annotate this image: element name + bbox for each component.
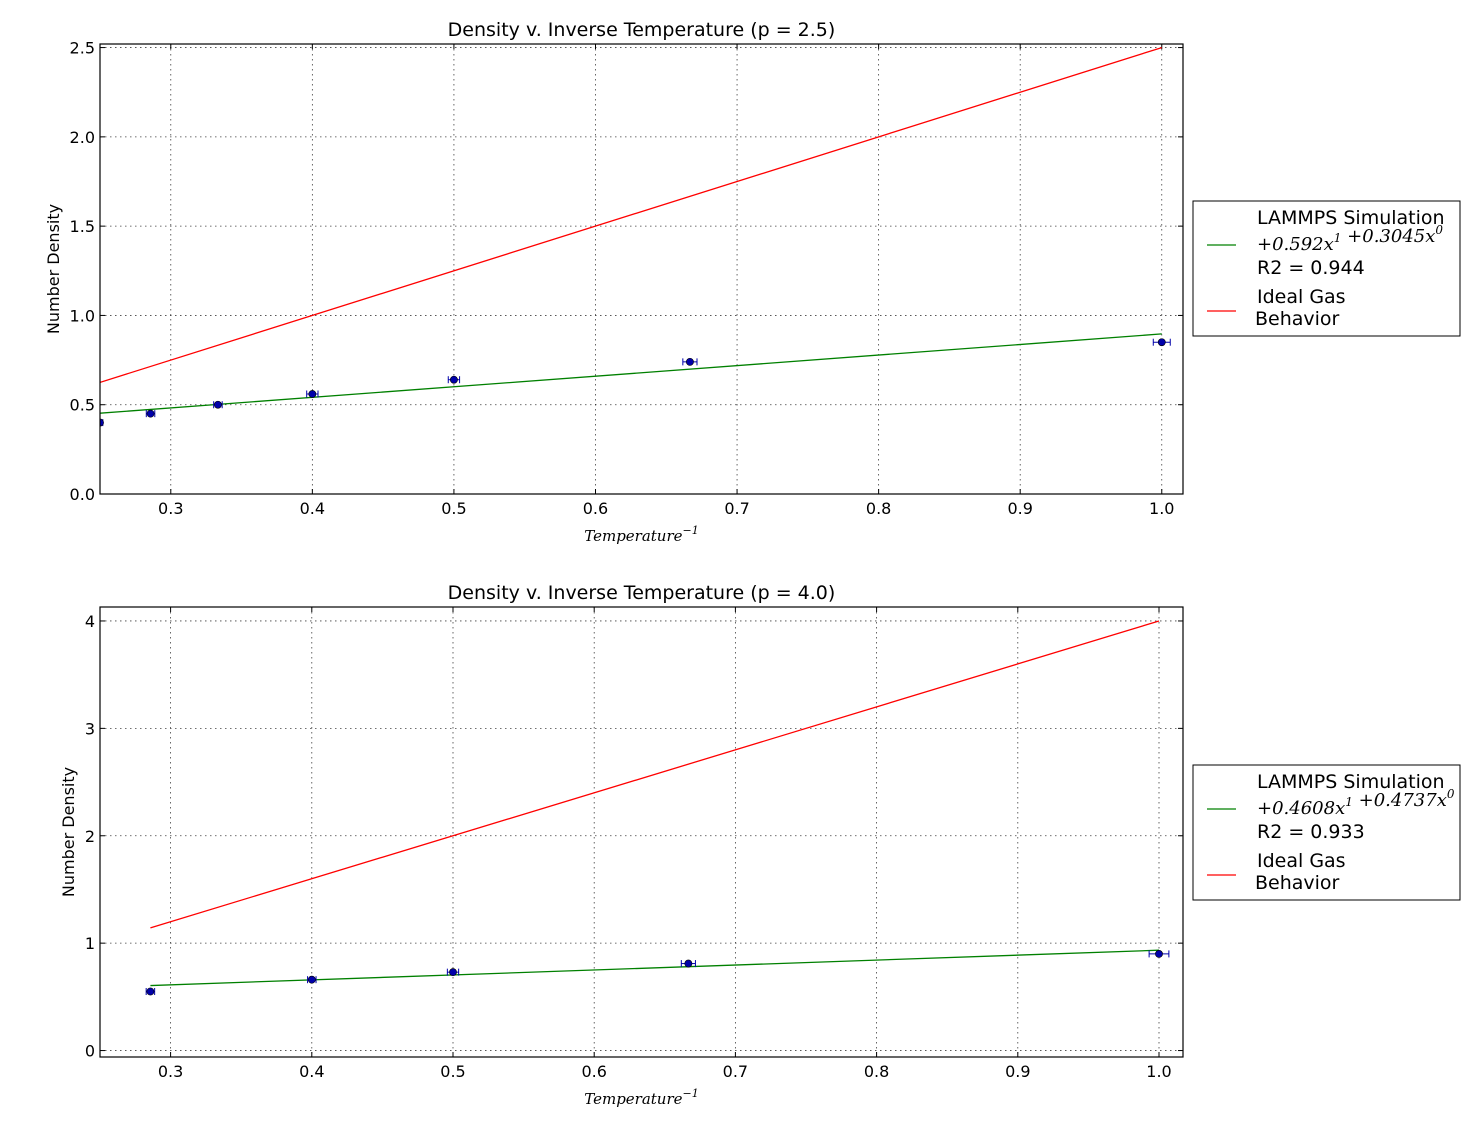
data-point <box>146 987 155 996</box>
y-tick-label: 1.0 <box>70 306 95 325</box>
legend-entry-r2: R2 = 0.944 <box>1257 257 1365 279</box>
x-tick-label: 0.8 <box>866 499 891 518</box>
x-tick-label: 0.9 <box>1007 499 1032 518</box>
data-point <box>308 390 317 398</box>
fit-line <box>100 333 1162 414</box>
x-axis-label: Temperature−1 <box>584 524 699 545</box>
data-point <box>1155 949 1163 958</box>
x-axis-label-text: Temperature <box>584 527 682 545</box>
data-point <box>214 400 222 409</box>
y-tick-label: 4 <box>85 612 95 631</box>
x-axis-label: Temperature−1 <box>584 1087 699 1108</box>
x-tick-label: 0.7 <box>723 1062 748 1081</box>
legend-box <box>1192 764 1461 901</box>
x-tick-label: 0.3 <box>158 499 183 518</box>
data-point <box>307 975 316 984</box>
axes-frame <box>99 606 1184 1058</box>
y-tick-label: 2.0 <box>70 128 95 147</box>
equation-coefficient: +0.4608 <box>1257 798 1335 819</box>
legend-entry-r2: R2 = 0.933 <box>1257 821 1365 843</box>
axes-frame <box>99 43 1184 495</box>
legend-entry-ideal-line1: Ideal Gas <box>1257 286 1346 308</box>
chart-2: Density v. Inverse Temperature (p = 4.0)… <box>59 582 1461 1108</box>
legend-entry-simulation: LAMMPS Simulation <box>1257 207 1445 229</box>
ideal-gas-line <box>150 620 1160 929</box>
plot-area <box>100 46 1171 427</box>
data-point <box>449 968 457 977</box>
x-axis-label-superscript: −1 <box>683 1087 699 1100</box>
data-point <box>1157 338 1166 347</box>
equation-exponent: 1 <box>1345 795 1353 809</box>
data-point <box>146 409 155 418</box>
equation-coefficient: +0.592 <box>1257 234 1324 255</box>
legend-box <box>1192 200 1461 337</box>
y-tick-label: 0 <box>85 1042 95 1061</box>
y-tick-label: 0.5 <box>70 396 95 415</box>
y-axis-label: Number Density <box>59 767 78 897</box>
x-tick-label: 0.5 <box>441 499 466 518</box>
equation-variable: x <box>1324 234 1334 255</box>
equation-variable: x <box>1425 226 1435 247</box>
x-tick-label: 0.6 <box>581 1062 606 1081</box>
x-tick-label: 0.3 <box>158 1062 183 1081</box>
ideal-gas-line <box>100 46 1162 384</box>
x-tick-label: 0.4 <box>299 1062 324 1081</box>
x-axis-label-superscript: −1 <box>683 524 699 537</box>
chart-title: Density v. Inverse Temperature (p = 4.0) <box>448 582 836 604</box>
y-tick-label: 1.5 <box>70 217 95 236</box>
equation-coefficient: +0.4737 <box>1359 790 1438 811</box>
legend-entry-ideal-line2: Behavior <box>1255 308 1340 330</box>
y-tick-label: 2.5 <box>70 39 95 58</box>
y-tick-label: 1 <box>85 934 95 953</box>
chart-1: Density v. Inverse Temperature (p = 2.5)… <box>44 19 1461 545</box>
x-tick-label: 0.9 <box>1005 1062 1030 1081</box>
equation-exponent: 0 <box>1447 787 1455 801</box>
data-point <box>684 959 693 968</box>
x-tick-label: 0.7 <box>724 499 749 518</box>
x-tick-label: 1.0 <box>1146 1062 1171 1081</box>
x-tick-label: 0.5 <box>440 1062 465 1081</box>
x-tick-label: 0.6 <box>583 499 608 518</box>
legend-entry-fit-equation: +0.4608x1 +0.4737x0 <box>1257 787 1455 819</box>
fit-line <box>150 949 1160 987</box>
y-tick-label: 2 <box>85 827 95 846</box>
data-point <box>686 357 694 366</box>
data-point <box>450 375 458 384</box>
legend-entry-fit-equation: +0.592x1 +0.3045x0 <box>1257 223 1443 255</box>
equation-variable: x <box>1437 790 1447 811</box>
y-axis-label: Number Density <box>44 204 63 334</box>
legend-entry-ideal-line1: Ideal Gas <box>1257 850 1346 872</box>
legend-entry-simulation: LAMMPS Simulation <box>1257 771 1445 793</box>
equation-variable: x <box>1335 798 1345 819</box>
equation-exponent: 0 <box>1435 223 1443 237</box>
chart-title: Density v. Inverse Temperature (p = 2.5) <box>448 19 836 41</box>
y-tick-label: 0.0 <box>70 485 95 504</box>
x-tick-label: 0.4 <box>300 499 325 518</box>
legend-entry-ideal-line2: Behavior <box>1255 872 1340 894</box>
y-tick-label: 3 <box>85 719 95 738</box>
plot-area <box>145 620 1170 996</box>
equation-exponent: 1 <box>1334 231 1342 245</box>
x-tick-label: 0.8 <box>864 1062 889 1081</box>
x-axis-label-text: Temperature <box>584 1090 682 1108</box>
equation-coefficient: +0.3045 <box>1347 226 1425 247</box>
x-tick-label: 1.0 <box>1149 499 1174 518</box>
